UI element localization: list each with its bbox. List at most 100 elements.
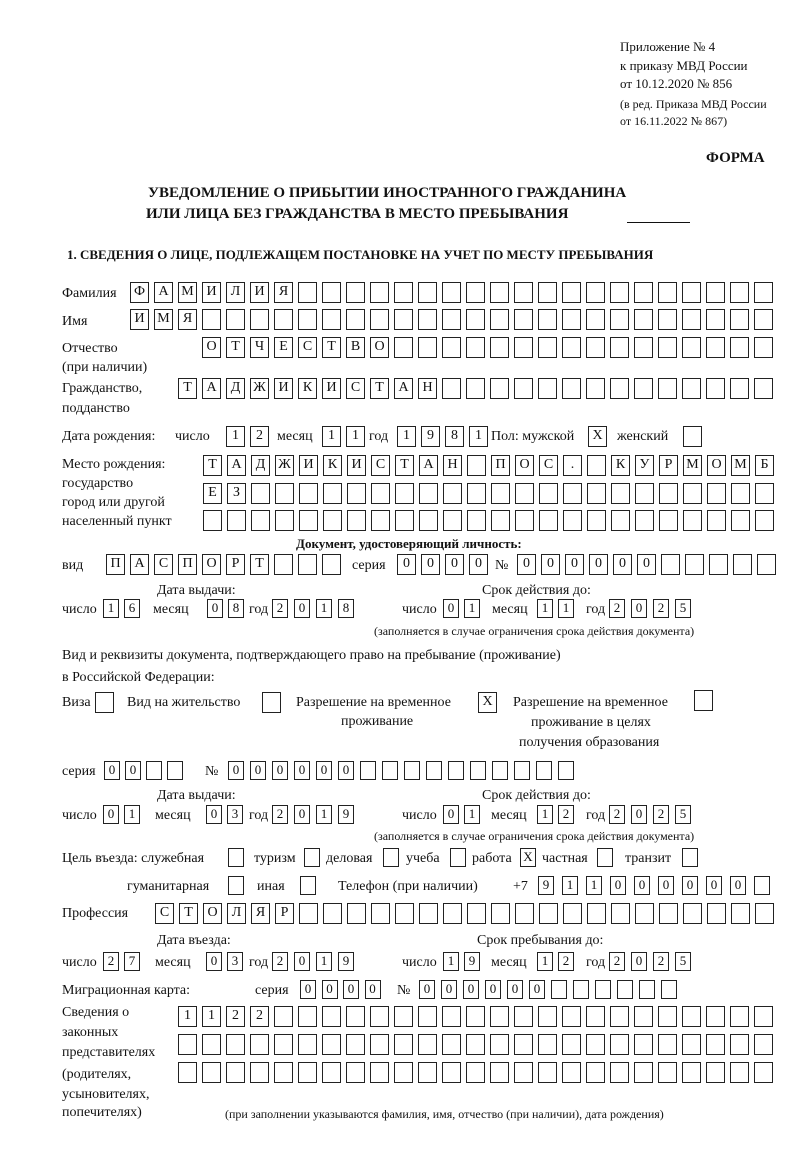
char-cell[interactable]	[635, 903, 654, 924]
char-cell[interactable]	[178, 1062, 197, 1083]
char-cell[interactable]: 0	[730, 876, 746, 895]
char-cell[interactable]	[419, 510, 438, 531]
char-cell[interactable]	[634, 378, 653, 399]
char-cell[interactable]	[682, 378, 701, 399]
char-cell[interactable]	[418, 1006, 437, 1027]
char-cell[interactable]	[538, 309, 557, 330]
char-cell[interactable]: 1	[397, 426, 416, 447]
char-cell[interactable]: 0	[364, 980, 381, 999]
char-cell[interactable]	[443, 903, 462, 924]
char-cell[interactable]	[586, 1034, 605, 1055]
char-cell[interactable]: 1	[562, 876, 578, 895]
char-cell[interactable]	[323, 903, 342, 924]
char-cell[interactable]: Т	[178, 378, 197, 399]
char-cell[interactable]	[730, 1062, 749, 1083]
char-cell[interactable]	[322, 309, 341, 330]
char-cell[interactable]: 0	[541, 554, 560, 575]
char-cell[interactable]	[538, 378, 557, 399]
char-cell[interactable]	[515, 483, 534, 504]
char-cell[interactable]: 2	[609, 805, 625, 824]
char-cell[interactable]	[586, 1006, 605, 1027]
char-cell[interactable]	[586, 282, 605, 303]
char-cell[interactable]: О	[707, 455, 726, 476]
char-cell[interactable]	[514, 337, 533, 358]
char-cell[interactable]	[418, 1034, 437, 1055]
char-cell[interactable]	[274, 1006, 293, 1027]
char-cell[interactable]: Ч	[250, 337, 269, 358]
char-cell[interactable]	[202, 1034, 221, 1055]
char-cell[interactable]	[658, 309, 677, 330]
char-cell[interactable]	[322, 1062, 341, 1083]
char-cell[interactable]	[731, 483, 750, 504]
char-cell[interactable]: 0	[103, 805, 119, 824]
char-cell[interactable]	[442, 378, 461, 399]
char-cell[interactable]	[394, 1062, 413, 1083]
char-cell[interactable]: О	[515, 455, 534, 476]
char-cell[interactable]: Р	[659, 455, 678, 476]
char-cell[interactable]: 0	[228, 761, 244, 780]
char-cell[interactable]: 1	[322, 426, 341, 447]
char-cell[interactable]: С	[155, 903, 174, 924]
char-cell[interactable]: 0	[272, 761, 288, 780]
char-cell[interactable]	[754, 309, 773, 330]
char-cell[interactable]	[370, 309, 389, 330]
char-cell[interactable]: 0	[294, 952, 310, 971]
char-cell[interactable]	[262, 692, 281, 713]
char-cell[interactable]: И	[130, 309, 149, 330]
char-cell[interactable]	[562, 337, 581, 358]
char-cell[interactable]	[323, 510, 342, 531]
char-cell[interactable]	[491, 510, 510, 531]
char-cell[interactable]: 0	[637, 554, 656, 575]
char-cell[interactable]: Т	[203, 455, 222, 476]
char-cell[interactable]	[706, 1006, 725, 1027]
char-cell[interactable]	[610, 1006, 629, 1027]
char-cell[interactable]	[706, 309, 725, 330]
char-cell[interactable]: И	[347, 455, 366, 476]
char-cell[interactable]	[443, 510, 462, 531]
char-cell[interactable]	[514, 282, 533, 303]
char-cell[interactable]	[322, 282, 341, 303]
char-cell[interactable]	[587, 903, 606, 924]
char-cell[interactable]: 0	[294, 761, 310, 780]
char-cell[interactable]	[610, 1034, 629, 1055]
char-cell[interactable]: 0	[338, 761, 354, 780]
char-cell[interactable]	[685, 554, 704, 575]
char-cell[interactable]: 0	[250, 761, 266, 780]
char-cell[interactable]: К	[298, 378, 317, 399]
char-cell[interactable]: И	[202, 282, 221, 303]
char-cell[interactable]	[466, 337, 485, 358]
char-cell[interactable]: Р	[226, 554, 245, 575]
char-cell[interactable]: 8	[228, 599, 244, 618]
char-cell[interactable]	[383, 848, 399, 867]
char-cell[interactable]	[587, 483, 606, 504]
char-cell[interactable]	[274, 1034, 293, 1055]
char-cell[interactable]: Л	[226, 282, 245, 303]
char-cell[interactable]	[491, 483, 510, 504]
char-cell[interactable]	[730, 1006, 749, 1027]
char-cell[interactable]: С	[298, 337, 317, 358]
char-cell[interactable]	[347, 510, 366, 531]
char-cell[interactable]: 2	[103, 952, 119, 971]
char-cell[interactable]	[442, 1034, 461, 1055]
char-cell[interactable]	[346, 282, 365, 303]
char-cell[interactable]	[300, 876, 316, 895]
char-cell[interactable]: 0	[445, 554, 464, 575]
char-cell[interactable]	[250, 1034, 269, 1055]
char-cell[interactable]: С	[346, 378, 365, 399]
char-cell[interactable]	[202, 1062, 221, 1083]
char-cell[interactable]: Т	[226, 337, 245, 358]
char-cell[interactable]: Д	[251, 455, 270, 476]
char-cell[interactable]: 0	[206, 805, 222, 824]
char-cell[interactable]	[426, 761, 442, 780]
char-cell[interactable]	[298, 309, 317, 330]
char-cell[interactable]: Д	[226, 378, 245, 399]
char-cell[interactable]: 1	[316, 599, 332, 618]
char-cell[interactable]	[298, 554, 317, 575]
char-cell[interactable]	[466, 282, 485, 303]
char-cell[interactable]	[202, 309, 221, 330]
char-cell[interactable]: 1	[586, 876, 602, 895]
char-cell[interactable]: 0	[469, 554, 488, 575]
char-cell[interactable]	[707, 510, 726, 531]
char-cell[interactable]	[595, 980, 611, 999]
char-cell[interactable]	[617, 980, 633, 999]
